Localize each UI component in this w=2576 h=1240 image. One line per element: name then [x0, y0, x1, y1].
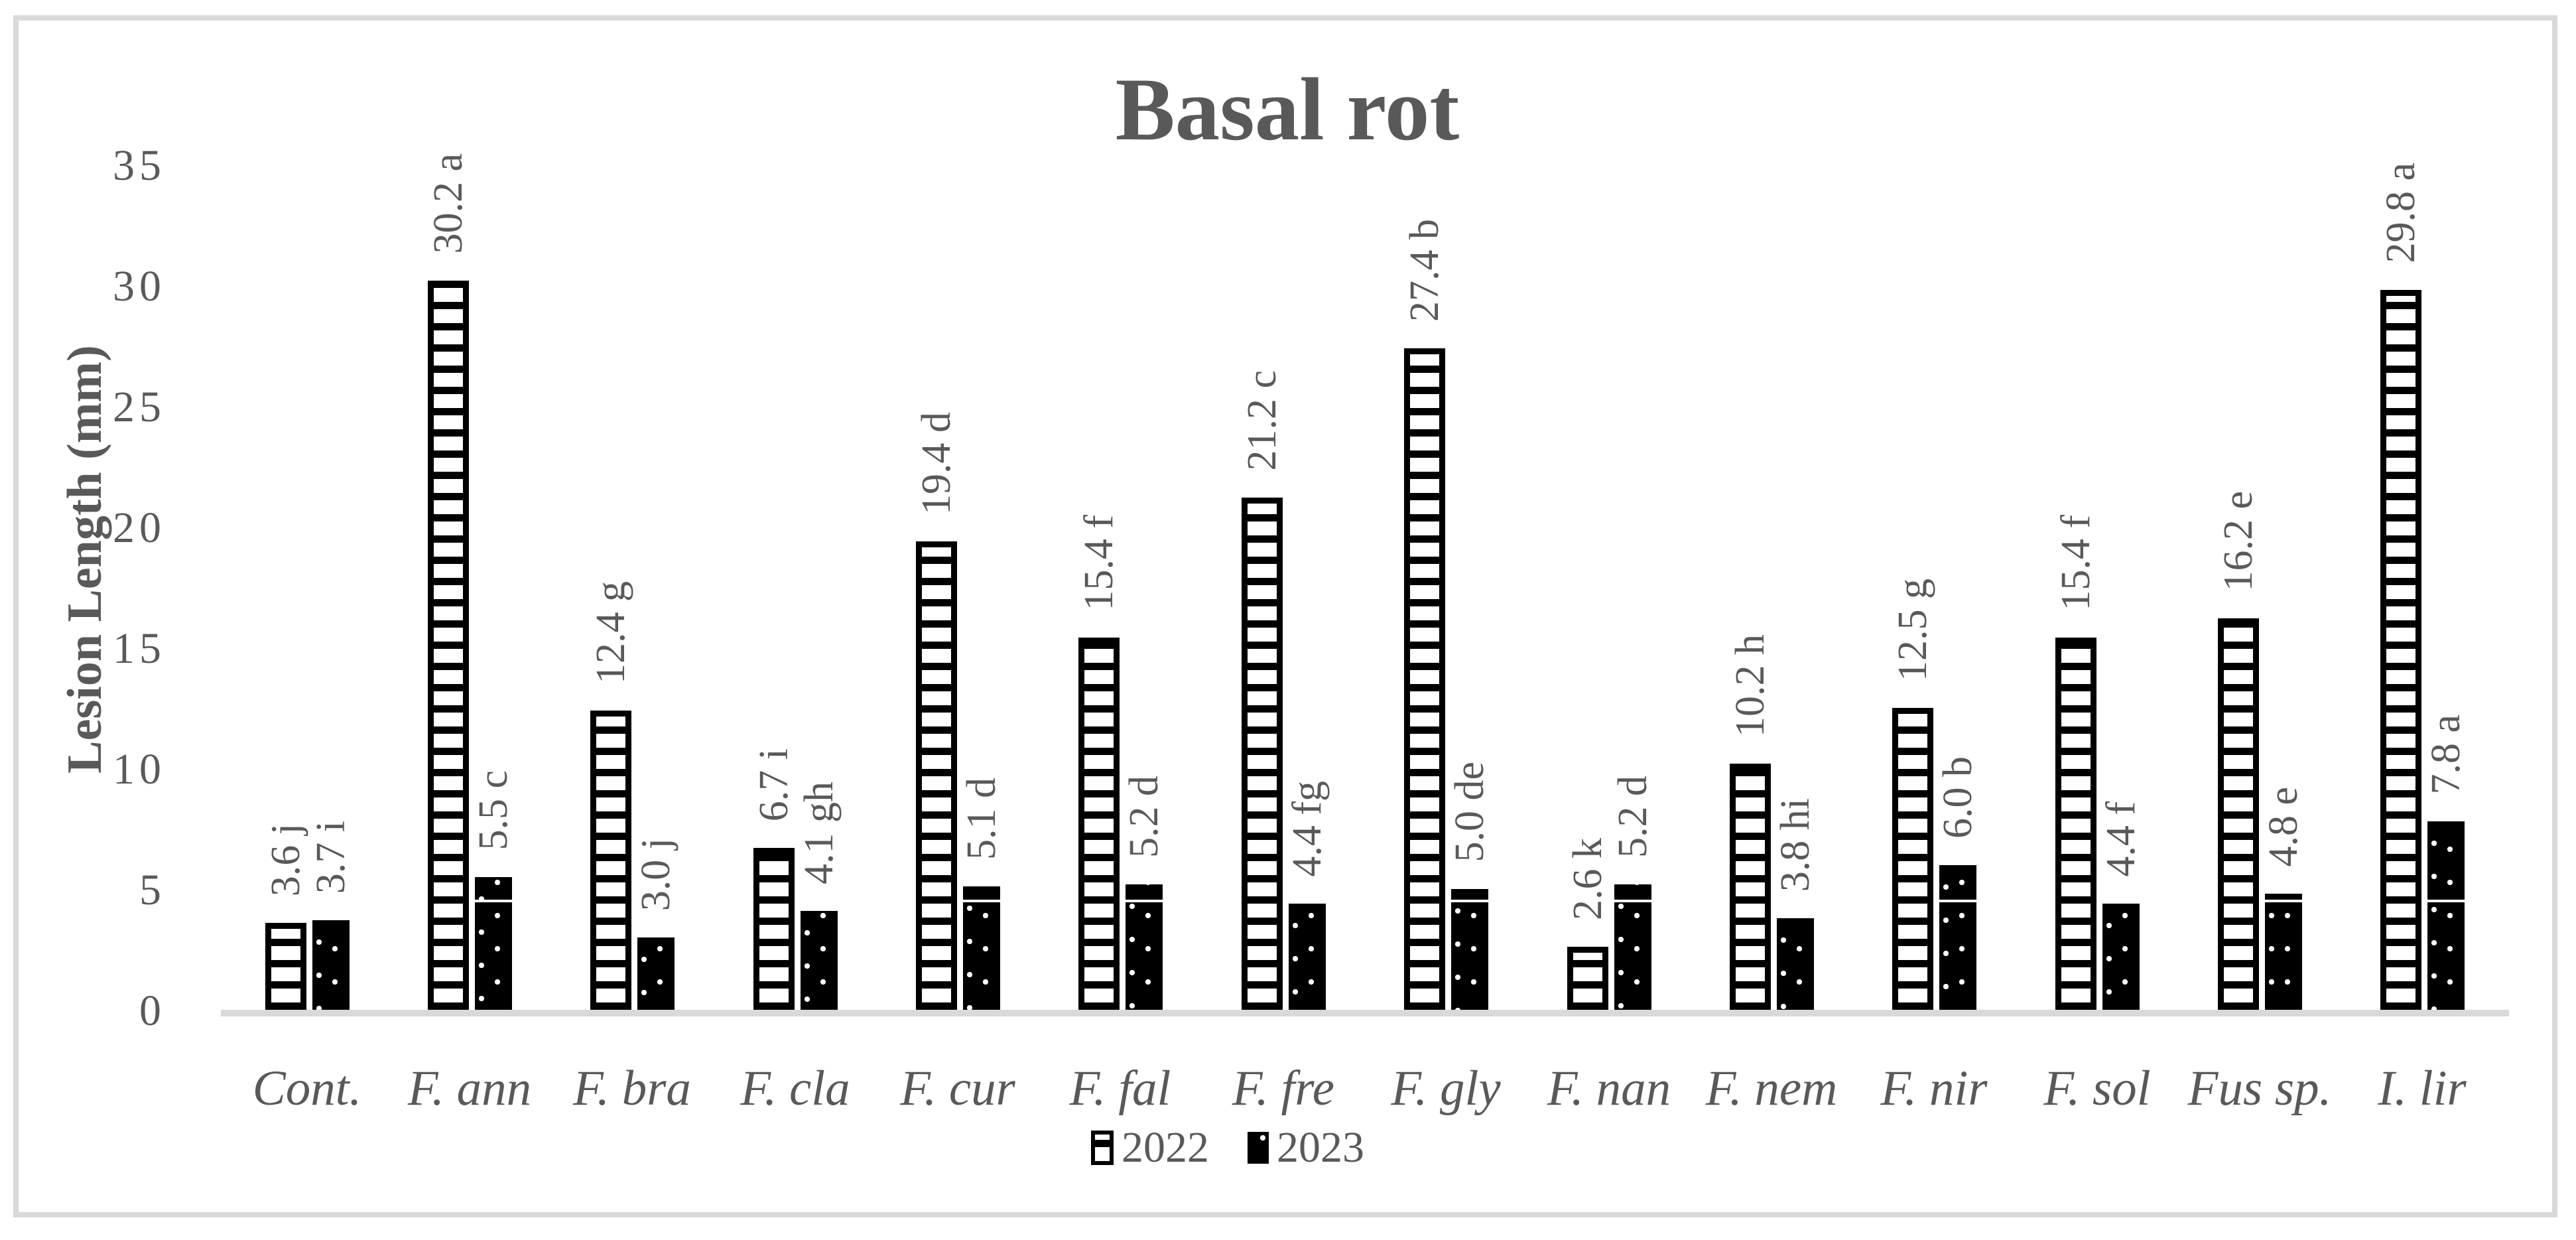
- category-label-I. lir: I. lir: [2378, 1061, 2467, 1116]
- bar-2022-F. nir: [1892, 708, 1933, 1010]
- y-tick-label: 0: [139, 987, 166, 1035]
- bar-2022-F. cur: [916, 541, 957, 1010]
- bar-2022-F. gly: [1404, 348, 1445, 1010]
- legend-label-2022: 2022: [1122, 1123, 1209, 1172]
- bar-2022-Cont.: [265, 923, 306, 1010]
- bar-2023-F. nir: [1939, 865, 1976, 1010]
- legend: 2022 2023: [1091, 1121, 1364, 1174]
- y-tick-label: 30: [113, 262, 166, 310]
- y-tick-label: 35: [113, 141, 166, 190]
- bar-value-label: 27.4 b: [1402, 219, 1447, 322]
- bar-2023-F. cla: [801, 911, 838, 1010]
- category-label-F. fre: F. fre: [1232, 1061, 1335, 1116]
- bar-2022-F. cla: [753, 848, 795, 1010]
- bar-2023-F. nem: [1777, 918, 1814, 1010]
- bar-2023-F. sol: [2102, 904, 2140, 1010]
- bar-value-label: 4.1 gh: [797, 782, 842, 884]
- bar-value-label: 15.4 f: [1076, 515, 1122, 611]
- x-axis-line: [221, 1010, 2509, 1016]
- category-label-F. ann: F. ann: [407, 1061, 532, 1116]
- bar-value-label: 2.6 k: [1565, 838, 1610, 920]
- bar-2023-F. gly: [1451, 889, 1488, 1010]
- category-label-F. cur: F. cur: [900, 1061, 1015, 1116]
- bar-2022-F. nem: [1730, 764, 1771, 1010]
- bar-2022-F. fal: [1078, 638, 1120, 1010]
- bar-2022-F. bra: [590, 711, 631, 1010]
- bar-value-label: 3.0 j: [633, 837, 678, 911]
- legend-swatch-2023-dotted-icon: [1248, 1132, 1269, 1164]
- legend-swatch-2022-striped-icon: [1091, 1131, 1114, 1165]
- bar-value-label: 6.0 b: [1935, 756, 1980, 839]
- bar-2022-F. ann: [428, 281, 469, 1010]
- bar-value-label: 10.2 h: [1728, 634, 1773, 737]
- category-label-Cont.: Cont.: [252, 1061, 362, 1116]
- y-tick-label: 10: [113, 745, 166, 793]
- bar-value-label: 12.5 g: [1890, 579, 1935, 681]
- bar-2023-I. lir: [2427, 821, 2465, 1010]
- bar-value-label: 16.2 e: [2216, 491, 2261, 592]
- bar-2022-I. lir: [2380, 290, 2421, 1010]
- bar-value-label: 4.8 e: [2261, 787, 2306, 867]
- legend-label-2023: 2023: [1277, 1123, 1364, 1172]
- y-tick-label: 20: [113, 504, 166, 552]
- bar-value-label: 5.2 d: [1610, 776, 1655, 858]
- bar-value-label: 5.2 d: [1122, 776, 1167, 858]
- bar-2023-F. cur: [963, 886, 1000, 1010]
- bar-value-label: 29.8 a: [2378, 163, 2423, 263]
- bar-value-label: 6.7 i: [751, 748, 797, 821]
- category-label-F. cla: F. cla: [740, 1061, 850, 1116]
- bar-value-label: 4.4 fg: [1285, 781, 1330, 877]
- y-tick-label: 5: [139, 866, 166, 914]
- bar-value-label: 5.0 de: [1447, 762, 1492, 862]
- y-tick-label: 25: [113, 383, 166, 431]
- bar-value-label: 12.4 g: [588, 581, 633, 684]
- category-label-F. gly: F. gly: [1391, 1061, 1501, 1116]
- bar-value-label: 30.2 a: [426, 153, 471, 254]
- bar-value-label: 5.5 c: [471, 770, 516, 851]
- category-label-F. bra: F. bra: [573, 1061, 691, 1116]
- bar-2022-F. fre: [1242, 498, 1283, 1010]
- bar-2023-F. fal: [1126, 884, 1163, 1010]
- chart-title: Basal rot: [1115, 60, 1460, 159]
- bar-2022-F. sol: [2055, 638, 2096, 1010]
- y-tick-label: 15: [113, 624, 166, 673]
- bar-value-label: 15.4 f: [2053, 515, 2098, 611]
- bar-2023-F. nan: [1614, 884, 1651, 1010]
- bar-value-label: 3.6 j: [263, 823, 308, 896]
- bar-2022-F. nan: [1567, 947, 1608, 1010]
- bar-value-label: 21.2 c: [1240, 370, 1285, 471]
- category-label-Fus sp.: Fus sp.: [2187, 1061, 2332, 1116]
- category-label-F. sol: F. sol: [2043, 1061, 2151, 1116]
- bar-value-label: 4.4 f: [2098, 801, 2144, 877]
- category-label-F. nan: F. nan: [1547, 1061, 1671, 1116]
- bar-value-label: 3.7 i: [308, 820, 354, 894]
- bar-value-label: 3.8 hi: [1773, 797, 1818, 892]
- category-label-F. fal: F. fal: [1069, 1061, 1171, 1116]
- bar-2022-Fus sp.: [2218, 618, 2259, 1010]
- bar-2023-F. bra: [637, 937, 675, 1010]
- bar-value-label: 5.1 d: [959, 778, 1004, 860]
- category-label-F. nem: F. nem: [1705, 1061, 1838, 1116]
- bar-value-label: 19.4 d: [914, 412, 959, 515]
- bar-value-label: 7.8 a: [2423, 715, 2469, 795]
- bar-2023-Cont.: [312, 920, 350, 1010]
- bar-2023-F. fre: [1289, 904, 1326, 1010]
- bar-2023-Fus sp.: [2265, 894, 2302, 1010]
- category-label-F. nir: F. nir: [1880, 1061, 1988, 1116]
- bar-2023-F. ann: [475, 877, 512, 1010]
